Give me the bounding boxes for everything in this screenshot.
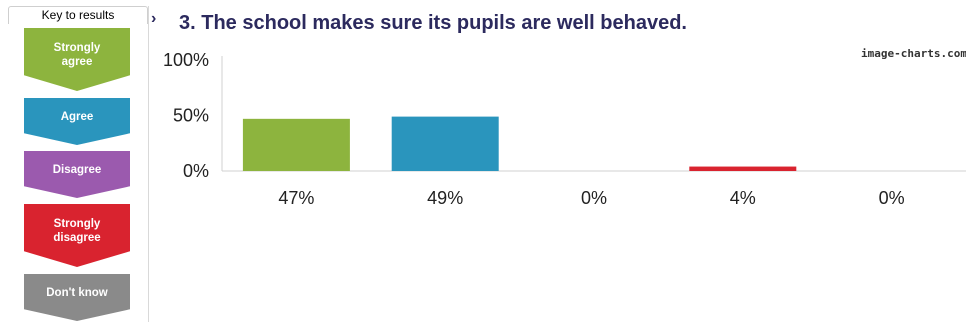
bar bbox=[689, 166, 797, 171]
key-item-label: Agree bbox=[60, 110, 94, 123]
data-label: 4% bbox=[730, 188, 756, 208]
y-tick-label: 50% bbox=[173, 106, 209, 126]
key-title: Key to results bbox=[8, 6, 148, 24]
data-label: 0% bbox=[581, 188, 607, 208]
data-label: 47% bbox=[278, 188, 314, 208]
question-title: 3. The school makes sure its pupils are … bbox=[179, 12, 687, 34]
key-item-label: Strongly disagree bbox=[53, 217, 101, 244]
data-label: 0% bbox=[879, 188, 905, 208]
key-item-label: Don't know bbox=[46, 286, 108, 299]
chevron-right-icon: › bbox=[151, 10, 157, 27]
bar bbox=[242, 118, 350, 171]
watermark: image-charts.com bbox=[861, 47, 966, 60]
data-label: 49% bbox=[427, 188, 463, 208]
key-item-label: Strongly agree bbox=[53, 41, 101, 68]
key-panel: Key to results Strongly agree Agree Disa… bbox=[8, 6, 149, 322]
y-tick-label: 0% bbox=[183, 161, 209, 181]
bar bbox=[391, 116, 499, 171]
y-tick-label: 100% bbox=[163, 50, 209, 70]
key-item-dont-know: Don't know bbox=[24, 274, 130, 321]
key-item-label: Disagree bbox=[52, 163, 102, 176]
